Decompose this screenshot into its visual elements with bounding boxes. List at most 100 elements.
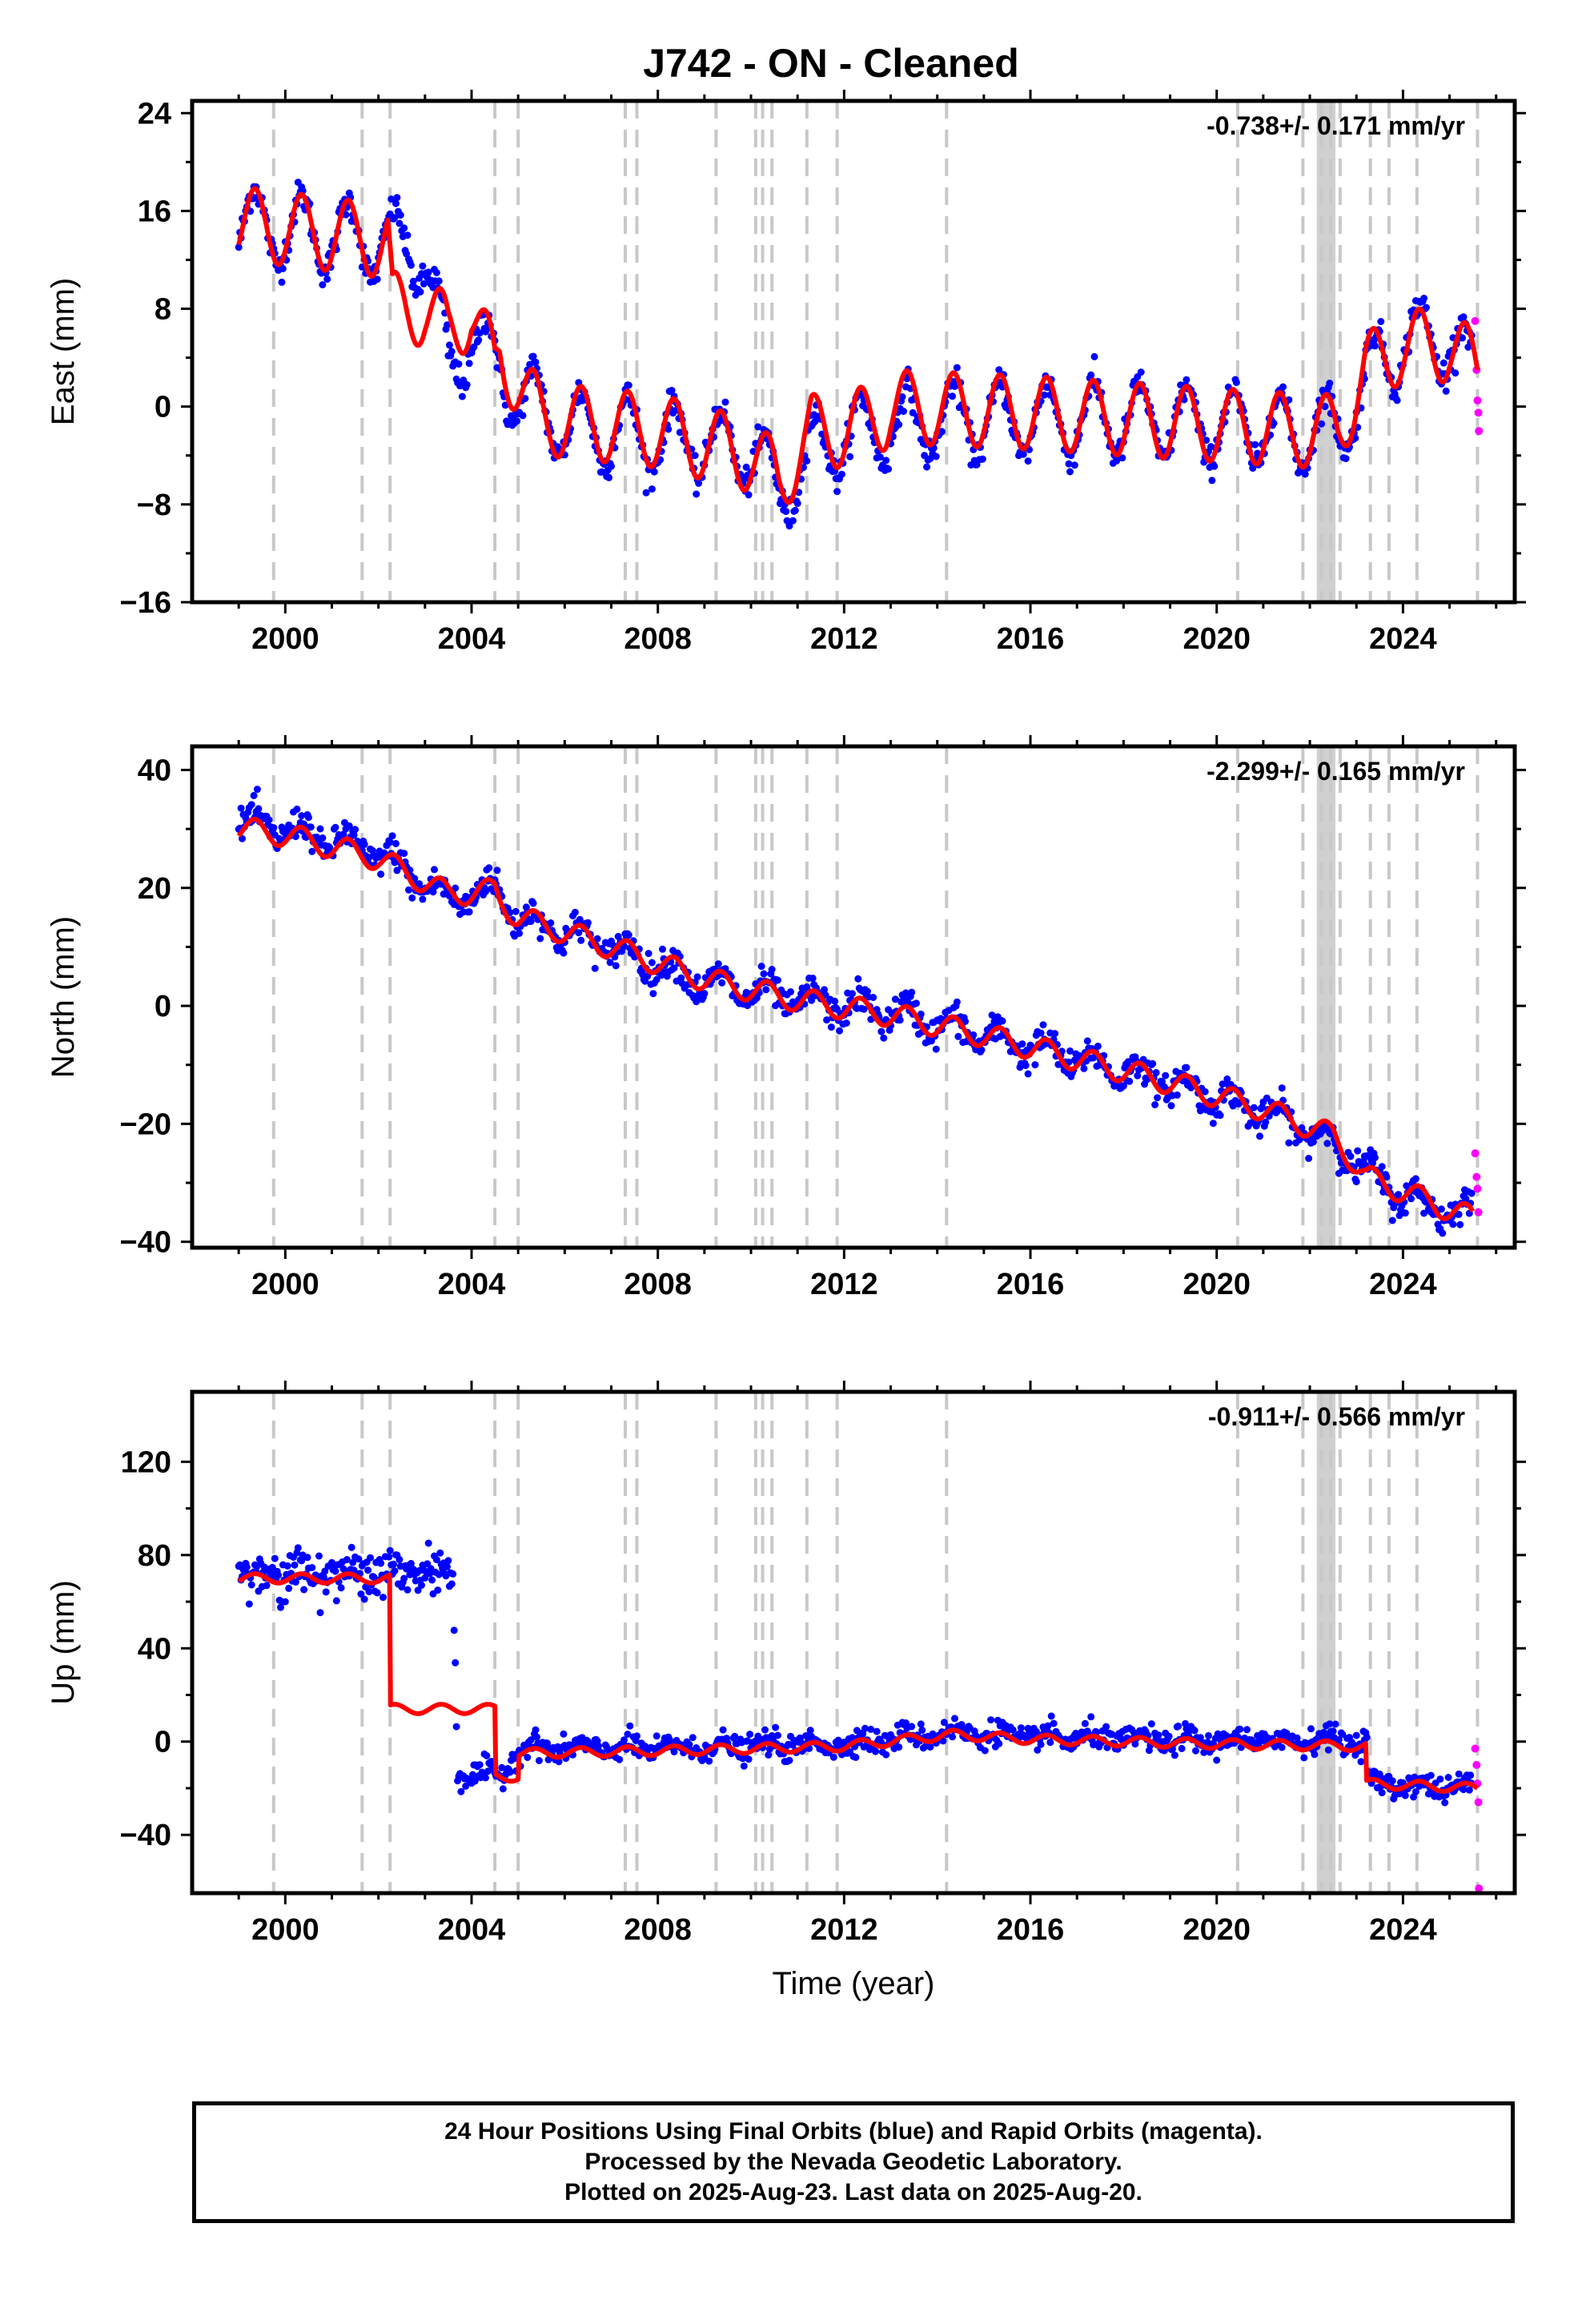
data-point — [1024, 1070, 1032, 1078]
data-point — [315, 1552, 323, 1560]
data-point — [396, 219, 404, 227]
data-point — [939, 1737, 947, 1745]
data-point — [576, 915, 584, 923]
data-point — [1017, 1724, 1025, 1732]
y-tick-label: 0 — [155, 1726, 171, 1759]
data-point — [418, 1582, 425, 1589]
plot-frame — [190, 744, 1517, 1250]
data-point — [432, 269, 440, 276]
data-point — [512, 907, 520, 915]
x-tick-label: 2000 — [251, 1268, 319, 1301]
data-point — [593, 935, 601, 943]
data-point — [1455, 1770, 1463, 1778]
data-point — [396, 1555, 404, 1563]
x-tick-label: 2020 — [1182, 1913, 1251, 1947]
data-point — [448, 348, 456, 356]
data-point — [745, 491, 753, 499]
data-point — [521, 395, 529, 403]
y-tick-label: −40 — [120, 1819, 171, 1852]
data-point — [349, 1558, 357, 1566]
data-point — [360, 840, 368, 848]
data-point — [291, 1561, 299, 1569]
data-point — [285, 1584, 293, 1592]
data-point — [265, 816, 273, 824]
data-point — [854, 975, 862, 983]
data-point — [1329, 1727, 1337, 1735]
shaded-event-band — [1316, 101, 1336, 602]
data-point — [1019, 450, 1027, 458]
y-tick-label: 80 — [138, 1539, 171, 1573]
data-point — [774, 1731, 781, 1739]
data-point — [864, 987, 871, 995]
data-point — [483, 1751, 491, 1759]
data-point — [1285, 1139, 1293, 1147]
data-point — [1326, 380, 1334, 387]
x-tick-label: 2012 — [810, 1268, 878, 1301]
data-point — [1420, 1209, 1428, 1217]
panel-east: 2000 2004 2008 2012 2016 2020 2024 −16 −8 0 8 16 24 E… — [46, 90, 1526, 656]
x-tick-label: 2020 — [1182, 1268, 1251, 1301]
data-point — [283, 1562, 291, 1570]
data-point — [1083, 1037, 1091, 1045]
data-point — [1347, 1152, 1355, 1160]
data-point — [431, 866, 438, 874]
x-axis: 2000 2004 2008 2012 2016 2020 2024 — [237, 735, 1498, 1301]
data-point — [1251, 440, 1259, 448]
data-point — [1167, 1102, 1175, 1110]
y-tick-label: −16 — [120, 586, 171, 620]
series-rapid_orbits — [1471, 316, 1484, 436]
series-final_orbits — [235, 179, 1476, 530]
data-point — [1249, 464, 1257, 472]
data-point — [740, 1762, 748, 1770]
data-point — [652, 1732, 661, 1740]
data-point — [754, 1732, 762, 1740]
data-point — [307, 823, 315, 831]
data-point — [347, 1543, 355, 1551]
data-point — [1401, 1209, 1409, 1217]
data-point — [560, 949, 568, 957]
data-point — [448, 1580, 456, 1588]
data-point — [1455, 1210, 1463, 1218]
data-point — [458, 392, 466, 400]
data-point — [1462, 1195, 1470, 1203]
data-point — [624, 381, 632, 389]
data-point — [386, 838, 394, 846]
data-point — [1034, 1746, 1042, 1754]
data-point — [429, 888, 437, 896]
data-point — [1173, 1091, 1181, 1099]
data-point — [917, 1010, 925, 1018]
data-point — [532, 358, 540, 366]
footer-caption: 24 Hour Positions Using Final Orbits (bl… — [192, 2101, 1515, 2223]
data-point — [1205, 1731, 1212, 1739]
data-point — [342, 211, 350, 219]
data-point — [1022, 1062, 1030, 1069]
y-axis-label: North (mm) — [46, 916, 81, 1078]
data-point — [319, 834, 327, 842]
data-point — [281, 1598, 289, 1606]
data-point — [1222, 1731, 1230, 1739]
data-point — [987, 1716, 995, 1724]
data-point — [331, 823, 339, 831]
data-point — [1472, 1172, 1481, 1181]
data-point — [1191, 1727, 1199, 1735]
data-point — [452, 1659, 460, 1667]
data-point — [885, 465, 893, 473]
data-point — [237, 804, 245, 812]
data-point — [1262, 1118, 1270, 1126]
data-point — [705, 1757, 713, 1765]
data-point — [1118, 454, 1126, 462]
data-point — [833, 488, 841, 496]
data-point — [1279, 383, 1287, 391]
plot-frame — [190, 1389, 1517, 1896]
data-point — [821, 986, 829, 994]
data-point — [867, 1725, 875, 1733]
x-tick-label: 2004 — [438, 1913, 506, 1947]
y-tick-label: 16 — [138, 195, 171, 228]
data-point — [268, 1563, 276, 1571]
data-point — [304, 814, 312, 822]
data-point — [1331, 1720, 1339, 1728]
data-point — [1309, 1138, 1317, 1146]
data-point — [754, 423, 762, 431]
data-point — [1278, 1084, 1286, 1092]
data-point — [598, 468, 606, 476]
